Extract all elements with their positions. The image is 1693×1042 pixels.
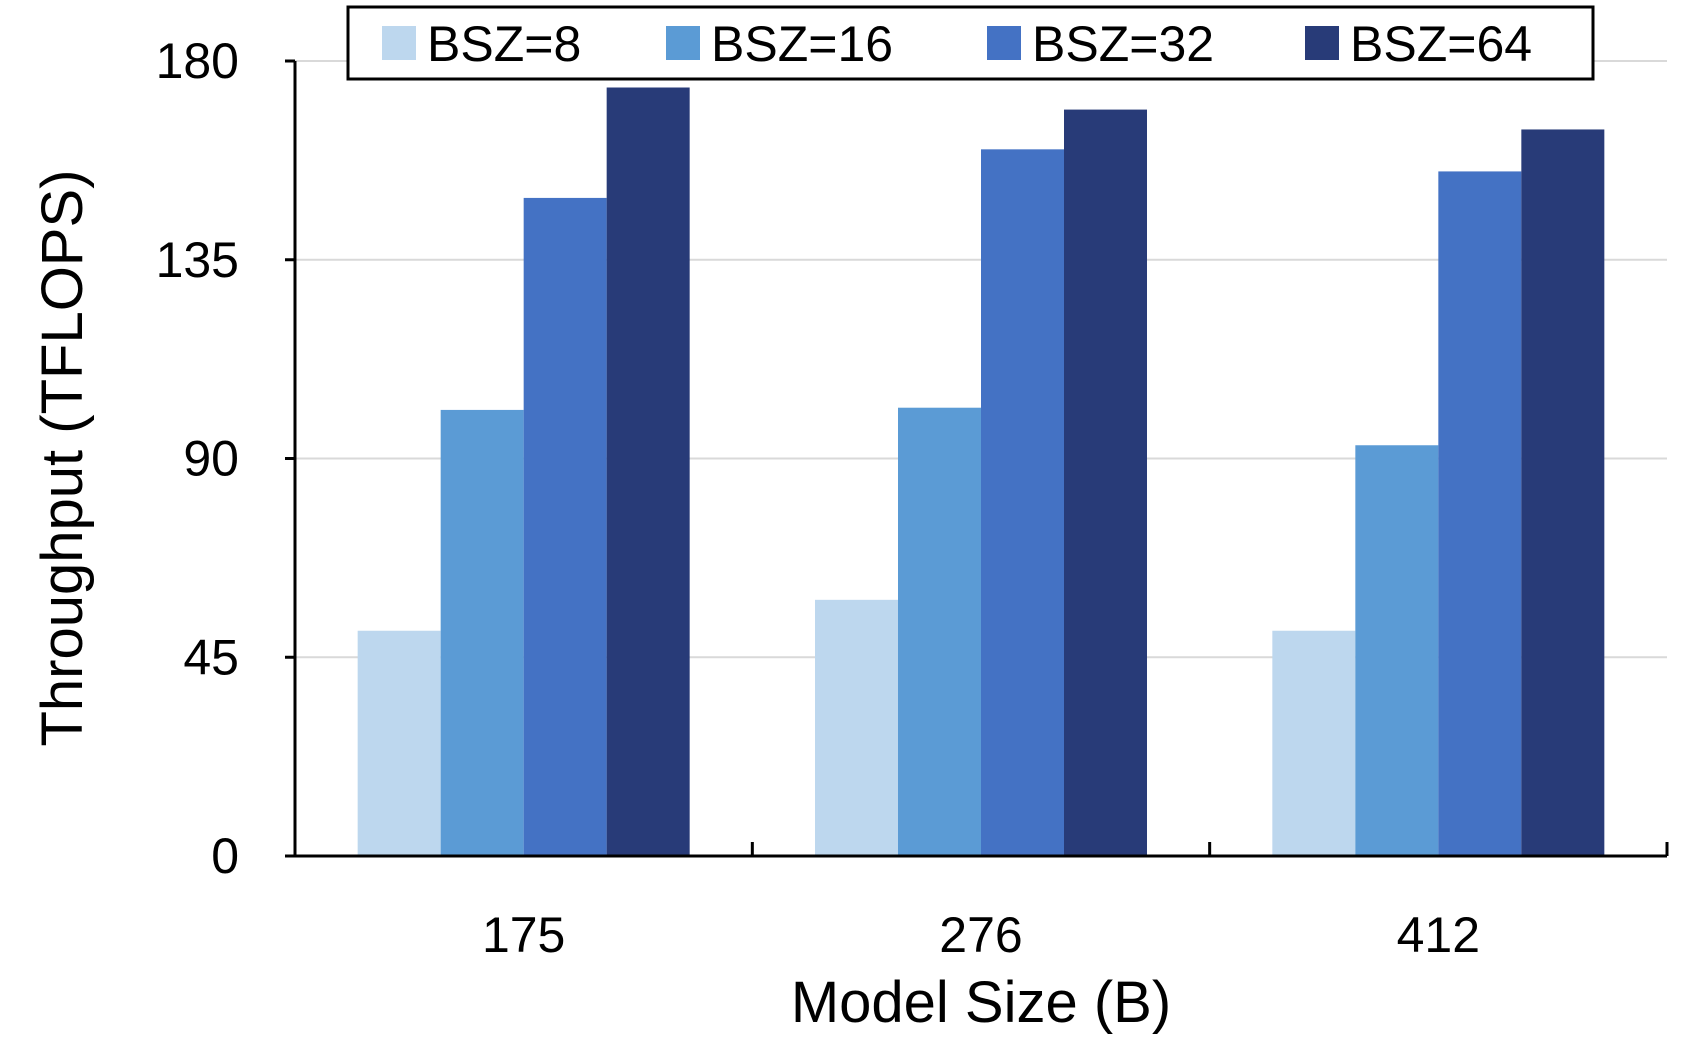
- legend-swatch: [666, 26, 700, 60]
- y-axis-title: Throughput (TFLOPS): [30, 170, 95, 747]
- legend-swatch: [382, 26, 416, 60]
- x-tick-label: 175: [482, 907, 565, 963]
- x-tick-label: 412: [1397, 907, 1480, 963]
- bar-bsz-8-175: [357, 630, 441, 856]
- legend-frame: [346, 5, 1595, 81]
- bar-bsz-32-276: [981, 149, 1064, 857]
- bar-bsz-32-175: [523, 197, 607, 856]
- bar-bsz-8-412: [1272, 630, 1356, 856]
- y-tick-labels: 0 45 90 135 180: [156, 33, 295, 884]
- bar-bsz-64-175: [606, 87, 690, 856]
- bar-bsz-32-412: [1438, 171, 1522, 856]
- y-tick-label: 180: [156, 33, 239, 89]
- bar-bsz-64-412: [1521, 129, 1605, 857]
- y-tick-label: 45: [183, 629, 239, 685]
- legend-label: BSZ=16: [711, 16, 893, 72]
- y-tick-label: 90: [183, 431, 239, 487]
- bar-bsz-16-175: [440, 409, 524, 856]
- legend-label: BSZ=32: [1032, 16, 1214, 72]
- bars: [357, 87, 1605, 857]
- legend-swatch: [987, 26, 1021, 60]
- y-tick-label: 135: [156, 232, 239, 288]
- x-tick-labels: 175 276 412: [482, 842, 1669, 963]
- bar-bsz-16-276: [898, 407, 981, 856]
- legend-swatch: [1305, 26, 1339, 60]
- x-axis-title: Model Size (B): [791, 970, 1171, 1035]
- x-tick-label: 276: [939, 907, 1022, 963]
- bar-bsz-64-276: [1064, 109, 1147, 857]
- y-tick-label: 0: [211, 828, 239, 884]
- legend-label: BSZ=8: [427, 16, 581, 72]
- legend-items: BSZ=8 BSZ=16 BSZ=32 BSZ=64: [382, 16, 1532, 72]
- bar-bsz-8-276: [815, 599, 898, 856]
- legend: BSZ=8 BSZ=16 BSZ=32 BSZ=64: [346, 5, 1595, 81]
- bar-bsz-16-412: [1355, 445, 1439, 856]
- legend-label: BSZ=64: [1350, 16, 1532, 72]
